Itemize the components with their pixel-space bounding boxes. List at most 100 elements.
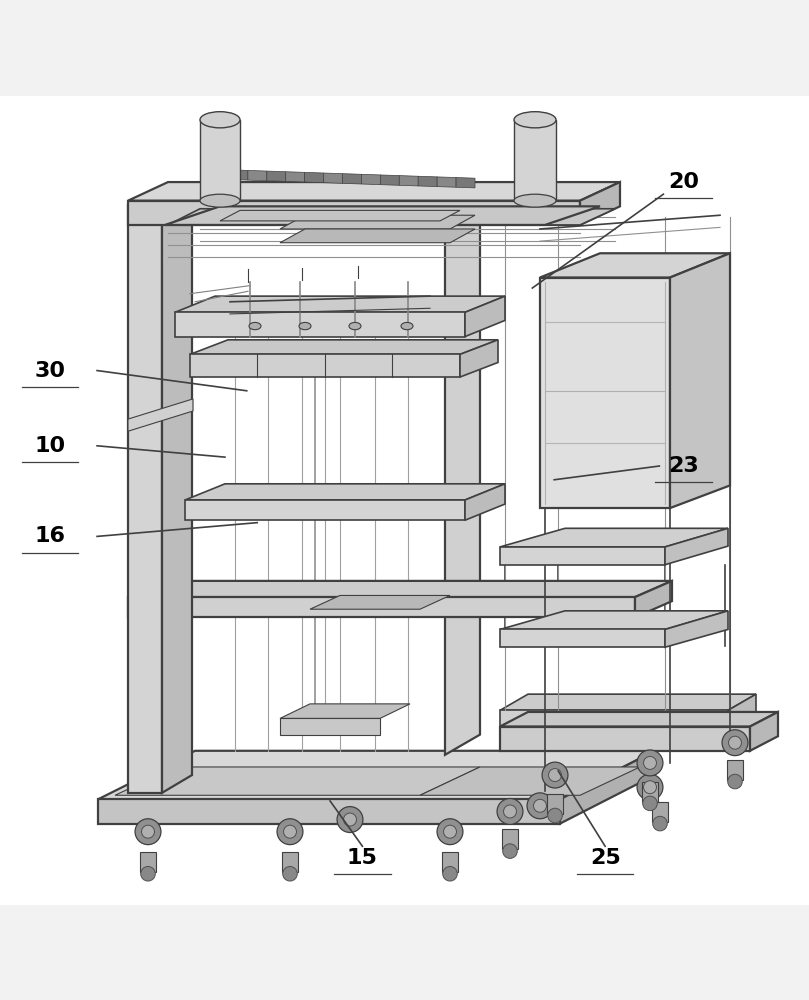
Ellipse shape: [514, 194, 556, 207]
Polygon shape: [128, 597, 635, 617]
Circle shape: [443, 866, 457, 881]
Polygon shape: [310, 595, 450, 609]
Polygon shape: [115, 767, 480, 795]
Circle shape: [653, 816, 667, 831]
Polygon shape: [229, 170, 248, 180]
Circle shape: [729, 736, 742, 749]
Text: 16: 16: [35, 526, 66, 546]
Ellipse shape: [200, 194, 240, 207]
Circle shape: [643, 781, 656, 794]
Ellipse shape: [200, 112, 240, 128]
Polygon shape: [190, 354, 460, 377]
Bar: [642, 782, 658, 802]
Polygon shape: [248, 170, 267, 181]
Circle shape: [437, 819, 463, 845]
Polygon shape: [220, 210, 460, 221]
Polygon shape: [456, 178, 475, 188]
Text: 20: 20: [668, 172, 699, 192]
Polygon shape: [670, 253, 730, 508]
Polygon shape: [437, 177, 456, 187]
Circle shape: [497, 799, 523, 824]
Ellipse shape: [299, 322, 311, 330]
Circle shape: [277, 819, 303, 845]
Polygon shape: [580, 182, 620, 225]
Circle shape: [548, 808, 562, 823]
Circle shape: [527, 793, 553, 819]
Polygon shape: [162, 184, 192, 793]
Circle shape: [637, 750, 663, 776]
Bar: [140, 852, 156, 872]
Polygon shape: [305, 172, 324, 183]
Polygon shape: [540, 253, 730, 278]
Polygon shape: [635, 581, 672, 617]
Polygon shape: [500, 547, 665, 565]
Polygon shape: [98, 751, 655, 799]
Circle shape: [142, 825, 155, 838]
Polygon shape: [342, 174, 362, 184]
Bar: [442, 852, 458, 872]
Polygon shape: [500, 710, 728, 727]
Ellipse shape: [514, 112, 556, 128]
Polygon shape: [598, 727, 760, 824]
Circle shape: [141, 866, 155, 881]
Circle shape: [344, 813, 357, 826]
Polygon shape: [665, 611, 728, 647]
Circle shape: [722, 730, 748, 756]
Polygon shape: [280, 215, 475, 229]
Polygon shape: [362, 174, 380, 185]
Polygon shape: [286, 172, 305, 182]
Text: 25: 25: [590, 848, 621, 868]
Circle shape: [502, 844, 517, 858]
Polygon shape: [728, 694, 756, 727]
Polygon shape: [190, 340, 498, 354]
Polygon shape: [168, 209, 615, 225]
Polygon shape: [500, 528, 728, 547]
Ellipse shape: [249, 322, 261, 330]
Bar: [514, 120, 556, 201]
Text: 30: 30: [35, 361, 66, 381]
Circle shape: [542, 762, 568, 788]
Polygon shape: [380, 175, 400, 185]
Polygon shape: [560, 751, 655, 824]
Polygon shape: [430, 799, 598, 824]
Polygon shape: [280, 229, 475, 243]
Bar: [282, 852, 298, 872]
Circle shape: [642, 796, 657, 811]
Polygon shape: [400, 176, 418, 186]
Polygon shape: [280, 704, 410, 718]
Polygon shape: [445, 198, 480, 755]
Text: 23: 23: [668, 456, 699, 476]
Polygon shape: [165, 206, 600, 225]
Polygon shape: [500, 629, 665, 647]
Polygon shape: [128, 581, 672, 597]
Polygon shape: [540, 278, 670, 508]
Circle shape: [643, 756, 656, 769]
Polygon shape: [175, 296, 505, 312]
Polygon shape: [460, 340, 498, 377]
Polygon shape: [128, 399, 193, 431]
Polygon shape: [420, 767, 640, 795]
Circle shape: [135, 819, 161, 845]
Circle shape: [533, 799, 546, 812]
Circle shape: [443, 825, 456, 838]
Polygon shape: [500, 712, 778, 727]
Polygon shape: [465, 296, 505, 337]
Polygon shape: [750, 712, 778, 751]
Polygon shape: [418, 176, 437, 187]
Bar: [200, 120, 240, 201]
Bar: [502, 829, 518, 849]
Polygon shape: [500, 727, 750, 751]
Polygon shape: [430, 727, 760, 799]
Polygon shape: [267, 171, 286, 181]
Polygon shape: [185, 484, 505, 500]
Polygon shape: [500, 611, 728, 629]
Polygon shape: [280, 718, 380, 735]
Bar: [547, 794, 563, 814]
Polygon shape: [128, 182, 620, 201]
Polygon shape: [98, 799, 560, 824]
Text: 10: 10: [35, 436, 66, 456]
Polygon shape: [665, 528, 728, 565]
Polygon shape: [210, 169, 229, 179]
Polygon shape: [185, 500, 465, 520]
Circle shape: [282, 866, 297, 881]
